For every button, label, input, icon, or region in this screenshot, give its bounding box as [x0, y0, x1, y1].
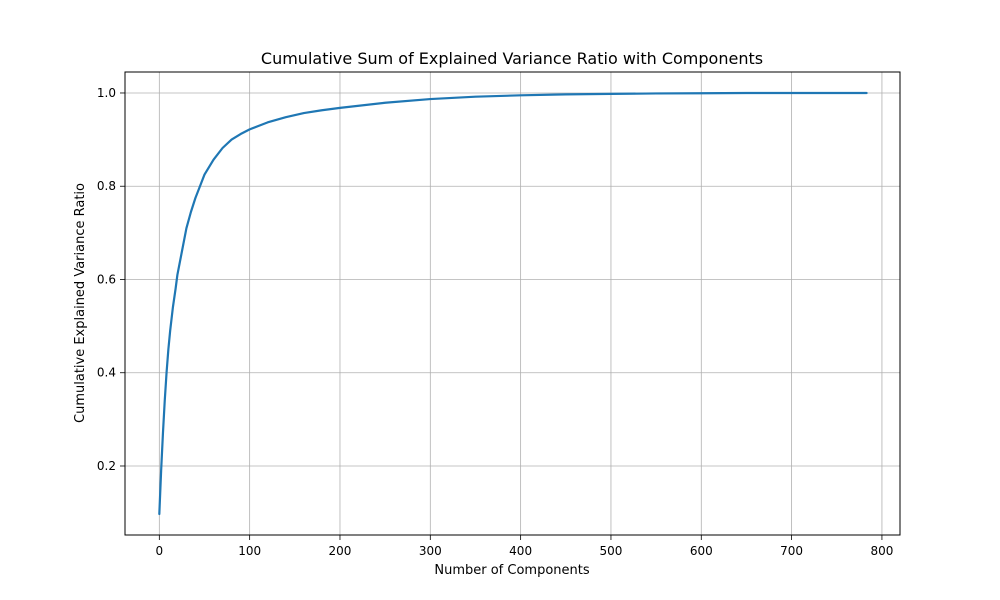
x-tick-label: 800 [870, 544, 893, 558]
series-line [158, 91, 868, 516]
x-tick-label: 700 [780, 544, 803, 558]
chart-title: Cumulative Sum of Explained Variance Rat… [261, 49, 763, 68]
x-tick-label: 300 [419, 544, 442, 558]
x-tick-label: 400 [509, 544, 532, 558]
y-tick-label: 0.6 [97, 272, 116, 286]
y-tick-label: 0.8 [97, 179, 116, 193]
x-tick-label: 200 [329, 544, 352, 558]
y-axis-label: Cumulative Explained Variance Ratio [73, 183, 88, 423]
y-tick-label: 1.0 [97, 86, 116, 100]
x-tick-label: 0 [156, 544, 164, 558]
y-tick-label: 0.4 [97, 366, 116, 380]
plot-frame [124, 71, 901, 536]
y-axis: 0.2 0.4 0.6 0.8 1.0 [97, 86, 125, 473]
x-axis: 0 100 200 300 400 500 600 700 800 [156, 535, 893, 558]
y-tick-label: 0.2 [97, 459, 116, 473]
x-tick-label: 500 [600, 544, 623, 558]
series-layer [158, 91, 868, 516]
x-tick-label: 600 [690, 544, 713, 558]
x-axis-label: Number of Components [434, 563, 589, 578]
x-tick-label: 100 [238, 544, 261, 558]
